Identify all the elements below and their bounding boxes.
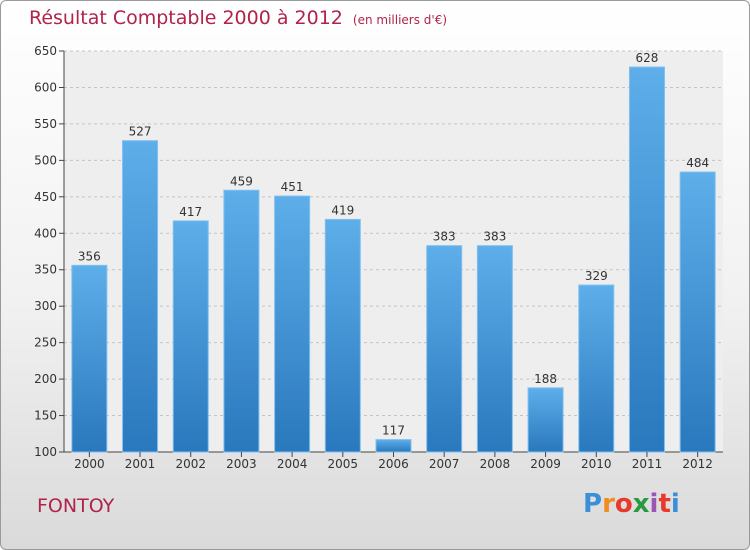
bar-2008 [476, 245, 513, 453]
logo-letter: i [670, 489, 680, 519]
chart-title: Résultat Comptable 2000 à 2012 (en millie… [29, 7, 447, 29]
x-tick-label-2006: 2006 [378, 457, 409, 471]
logo-letter: r [602, 489, 615, 519]
value-label-2001: 527 [129, 125, 152, 139]
y-tick-label-500: 500 [34, 153, 57, 167]
y-tick-label-600: 600 [34, 80, 57, 94]
place-name: FONTOY [37, 495, 115, 517]
bar-2006 [375, 439, 412, 453]
value-label-2003: 459 [230, 174, 253, 188]
x-tick-label-2001: 2001 [125, 457, 156, 471]
x-tick-label-2008: 2008 [480, 457, 511, 471]
logo-letter: t [658, 489, 671, 519]
bar-2001 [122, 140, 159, 453]
y-tick-label-100: 100 [34, 445, 57, 459]
proxiti-logo: Proxiti [583, 489, 680, 519]
y-tick-label-550: 550 [34, 117, 57, 131]
x-tick-label-2004: 2004 [277, 457, 308, 471]
value-label-2011: 628 [636, 51, 659, 65]
bar-2003 [223, 189, 260, 453]
logo-letter: x [632, 489, 650, 519]
bar-2007 [426, 245, 463, 453]
x-tick-label-2000: 2000 [74, 457, 105, 471]
bar-2009 [527, 387, 564, 453]
x-tick-label-2011: 2011 [632, 457, 663, 471]
bar-2000 [71, 264, 108, 453]
value-label-2005: 419 [331, 203, 354, 217]
bar-2011 [628, 66, 665, 453]
y-tick-label-300: 300 [34, 299, 57, 313]
x-tick-label-2003: 2003 [226, 457, 257, 471]
value-label-2009: 188 [534, 372, 557, 386]
value-label-2002: 417 [179, 205, 202, 219]
value-label-2010: 329 [585, 269, 608, 283]
x-tick-label-2002: 2002 [175, 457, 206, 471]
y-tick-label-350: 350 [34, 263, 57, 277]
x-tick-label-2010: 2010 [581, 457, 612, 471]
y-tick-label-450: 450 [34, 190, 57, 204]
bar-2005 [324, 218, 361, 453]
bar-2004 [274, 195, 311, 453]
logo-letter: i [649, 489, 659, 519]
x-tick-label-2007: 2007 [429, 457, 460, 471]
y-tick-label-400: 400 [34, 226, 57, 240]
logo-letter: o [614, 489, 633, 519]
y-tick-label-200: 200 [34, 372, 57, 386]
y-tick-label-150: 150 [34, 409, 57, 423]
value-label-2004: 451 [281, 180, 304, 194]
value-label-2012: 484 [686, 156, 709, 170]
x-tick-label-2012: 2012 [682, 457, 713, 471]
bar-2012 [679, 171, 716, 453]
value-label-2000: 356 [78, 249, 101, 263]
chart-subtitle: (en milliers d'€) [352, 13, 448, 27]
bar-2002 [172, 220, 209, 453]
value-label-2008: 383 [483, 230, 506, 244]
x-tick-label-2009: 2009 [530, 457, 561, 471]
x-tick-label-2005: 2005 [328, 457, 359, 471]
y-tick-label-250: 250 [34, 336, 57, 350]
bar-2010 [578, 284, 615, 453]
value-label-2006: 117 [382, 424, 405, 438]
y-tick-label-650: 650 [34, 44, 57, 58]
plot-area [64, 51, 723, 452]
value-label-2007: 383 [433, 230, 456, 244]
chart-title-main: Résultat Comptable 2000 à 2012 [29, 7, 343, 29]
logo-letter: P [583, 489, 603, 519]
